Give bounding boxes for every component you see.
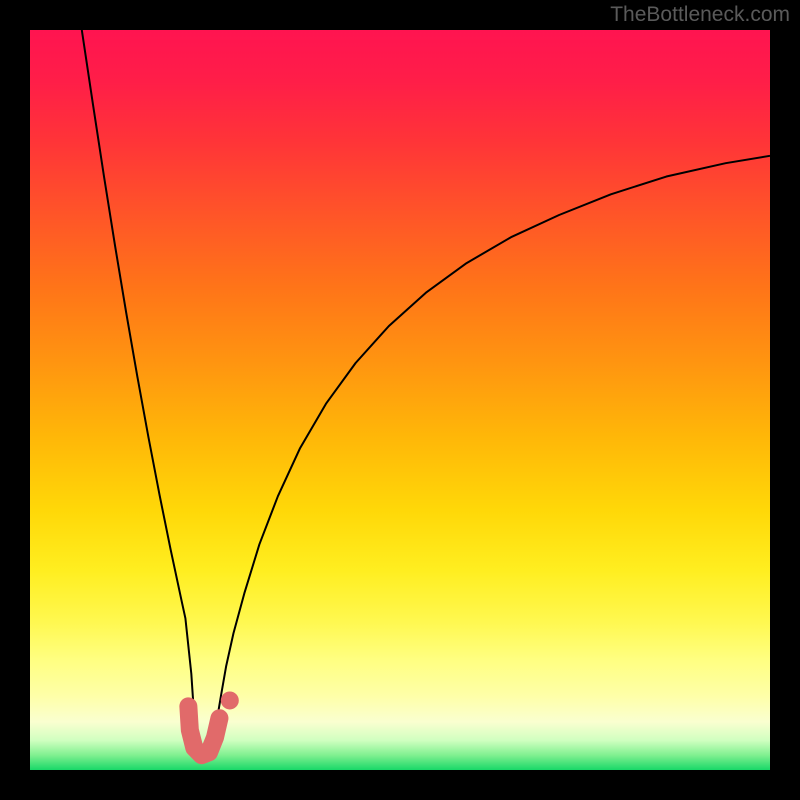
bottleneck-chart [0, 0, 800, 800]
dot-marker [221, 691, 239, 709]
watermark-text: TheBottleneck.com [610, 3, 790, 27]
chart-container: { "watermark": { "text": "TheBottleneck.… [0, 0, 800, 800]
